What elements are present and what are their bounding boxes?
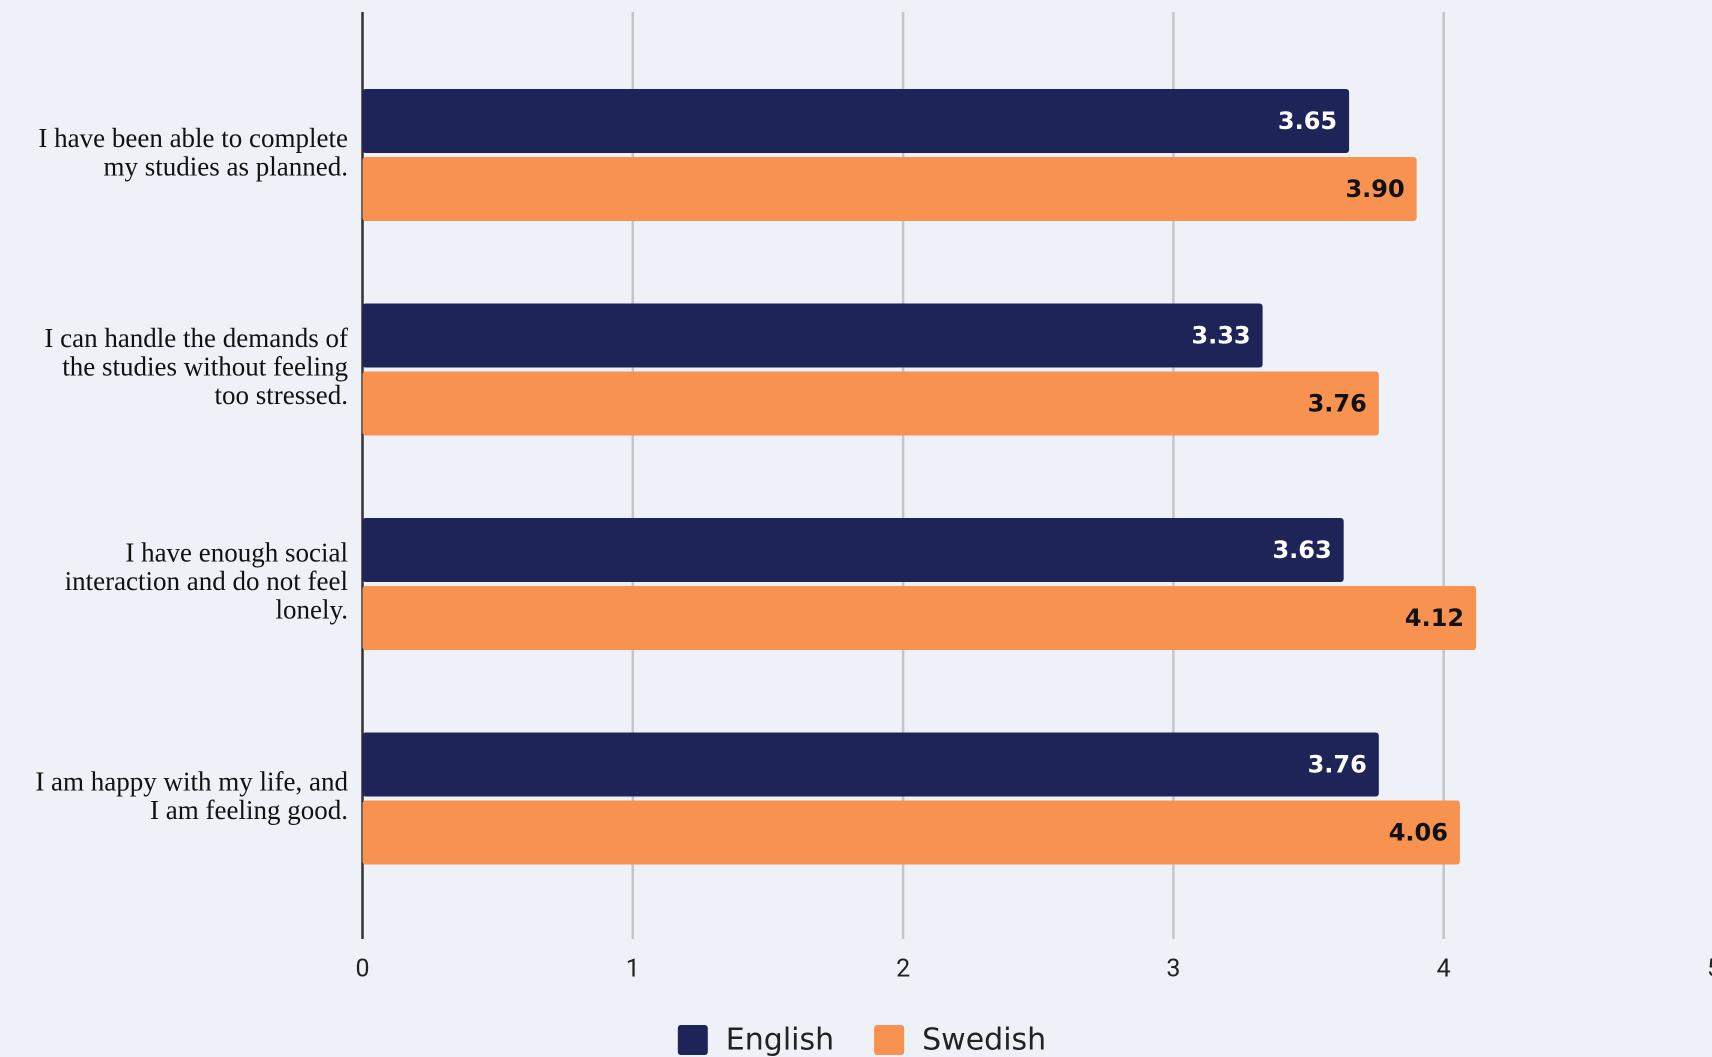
x-tick-label: 5	[1707, 955, 1712, 984]
legend-label: Swedish	[922, 1023, 1046, 1057]
bar	[362, 89, 1350, 153]
value-label: 4.12	[1405, 604, 1464, 632]
bar	[362, 371, 1379, 436]
value-label: 3.33	[1191, 322, 1250, 350]
legend: English Swedish	[677, 1023, 1046, 1057]
value-label: 3.90	[1345, 175, 1404, 203]
bar	[362, 518, 1344, 582]
category-label: I have been able to complete my studies a…	[38, 123, 348, 182]
bar	[362, 303, 1263, 368]
value-label: 3.65	[1278, 107, 1337, 135]
category-label: I have enough social interaction and do n…	[65, 538, 348, 625]
legend-label: English	[726, 1023, 834, 1057]
category-label: I am happy with my life, and I am feeling…	[35, 766, 348, 825]
bar	[362, 586, 1477, 650]
x-tick-label: 2	[896, 955, 910, 984]
legend-swatch	[677, 1025, 708, 1055]
bar	[362, 157, 1417, 221]
x-tick-label: 3	[1166, 955, 1180, 984]
bar	[362, 800, 1460, 865]
value-label: 3.76	[1308, 390, 1367, 418]
value-label: 4.06	[1389, 819, 1448, 847]
x-tick-label: 4	[1437, 955, 1451, 984]
x-tick-label: 1	[626, 955, 640, 984]
bar	[362, 732, 1379, 797]
x-tick-label: 0	[355, 955, 369, 984]
category-label: I can handle the demands of the studies w…	[44, 323, 348, 410]
value-label: 3.63	[1272, 536, 1331, 564]
value-label: 3.76	[1308, 751, 1367, 779]
legend-swatch	[874, 1025, 905, 1055]
